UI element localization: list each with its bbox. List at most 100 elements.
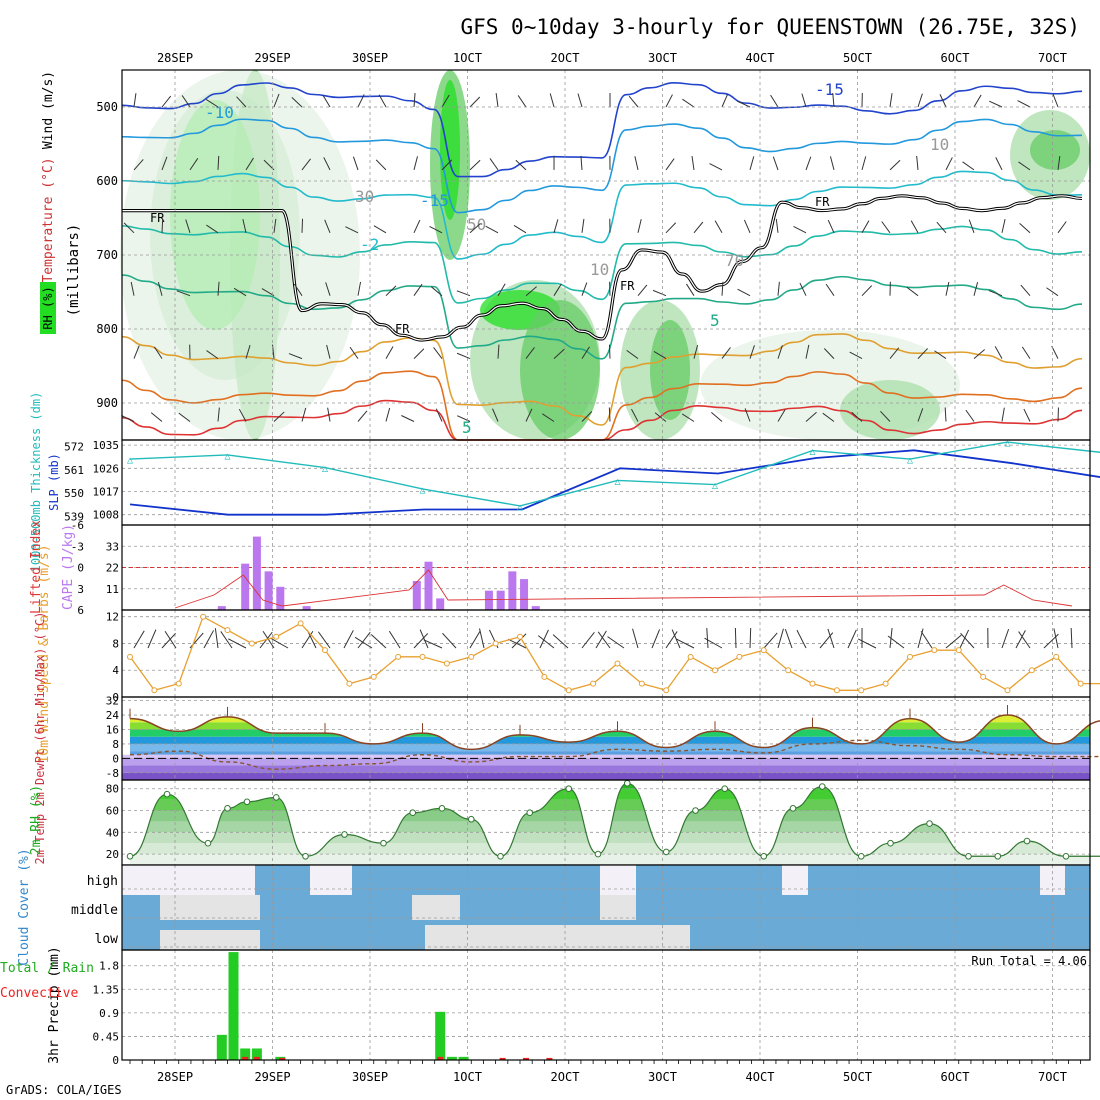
rh-point (126, 852, 134, 860)
wind-speed-point (273, 633, 280, 640)
wind-barb (492, 408, 499, 422)
wind-barb (962, 161, 975, 171)
rh2m-panel: 80 60 40 20 2m RH (%) (29, 779, 1100, 866)
wind-barb (413, 219, 421, 234)
cape-bar (217, 606, 226, 610)
wind-barb (214, 628, 219, 649)
lifted-label: Lifted Index (29, 520, 44, 614)
wind-barb (709, 163, 723, 171)
wind-speed-point (492, 640, 499, 647)
wind-barb (1046, 287, 1059, 297)
wind-barb (581, 411, 593, 422)
wind-speed-point (833, 687, 840, 694)
wind-barb (889, 159, 901, 171)
wind-barb (497, 283, 506, 296)
wind-barb (637, 219, 642, 233)
wind-barb (489, 158, 499, 171)
wind-barb (637, 284, 648, 297)
wind-barb (130, 281, 135, 296)
rh-point (692, 807, 699, 814)
wind-speed-point (760, 647, 767, 654)
wind-barb (721, 281, 724, 296)
top-date-label: 30SEP (352, 51, 388, 65)
top-date-label: 2OCT (551, 51, 580, 65)
wind-barb (164, 631, 177, 649)
panel-frame (121, 949, 1091, 1061)
wind-barb (651, 629, 661, 649)
wind-barb (887, 635, 905, 649)
wind-barb (228, 638, 247, 649)
slp-tick: 1008 (93, 509, 120, 522)
axes: 28SEP 29SEP 30SEP 1OCT 2OCT 3OCT 4OCT 5OCT 6OCT 7… (129, 1060, 1082, 1084)
wind-speed-point (224, 627, 231, 634)
wind-barb (1001, 407, 1005, 422)
wind-barb (1021, 346, 1031, 359)
slp-line (129, 449, 1100, 516)
wind-barb (262, 630, 275, 649)
cloud-gap (600, 895, 636, 920)
wind-barb (881, 221, 891, 234)
wind-barb (375, 159, 387, 171)
wind-barb (245, 345, 251, 359)
wind-barb (553, 283, 562, 296)
wind-barb (261, 288, 275, 297)
bottom-date-label: 3OCT (648, 1070, 677, 1084)
wind-barb (161, 632, 176, 649)
wind-barb (153, 346, 163, 359)
ytick-label: 700 (96, 248, 118, 262)
wind-barb (133, 159, 144, 171)
wind-barb (150, 412, 163, 422)
wind-barb (737, 100, 751, 108)
precip-conv-bar (242, 1056, 249, 1060)
bottom-date-label: 7OCT (1038, 1070, 1067, 1084)
slp-tick: 1026 (93, 462, 120, 475)
wind-barb (960, 632, 975, 649)
li-tick: -6 (71, 519, 84, 532)
legend-temperature: Temperature (°C) (41, 157, 56, 282)
wind-barb (634, 156, 639, 171)
wind-barb (920, 630, 933, 649)
precip-conv-bar (499, 1057, 506, 1060)
wind-barb (772, 156, 779, 171)
rh-band (130, 799, 1090, 811)
wind-barb (322, 94, 331, 108)
wind-barb (373, 225, 387, 234)
rh-tick: 60 (106, 805, 119, 818)
wind-barb (479, 628, 485, 649)
wind-barb (944, 407, 947, 422)
wind-barb (270, 637, 289, 649)
wind-barb (324, 219, 331, 233)
wind-barb (357, 281, 362, 296)
wind-barb (413, 348, 425, 359)
wind-barb (357, 410, 368, 422)
wind-barb (205, 99, 219, 108)
wind-barb (706, 628, 709, 649)
run-total-label: Run Total = 4.06 (971, 954, 1087, 968)
wind-barb (989, 100, 1003, 108)
wind-barb (665, 222, 677, 234)
wind-barb (675, 638, 695, 649)
wind-barb (777, 281, 780, 296)
wind-speed-point (443, 660, 450, 667)
wind-barb (693, 221, 704, 234)
wind-barb (580, 155, 583, 170)
bottom-date-label: 1OCT (453, 1070, 482, 1084)
wind-barb (945, 634, 962, 649)
cloud-gap (160, 895, 260, 920)
wind-barb (542, 413, 555, 422)
cape-bar (436, 598, 445, 610)
rh-point (409, 809, 417, 816)
wind-barb (857, 638, 877, 649)
thickness-tick: 561 (64, 464, 84, 477)
wind-barb (301, 158, 311, 171)
bottom-date-label: 6OCT (941, 1070, 970, 1084)
rh-point (623, 779, 631, 787)
thickness-marker: △ (322, 464, 328, 475)
wind-barb (1015, 630, 1026, 649)
temp-band (130, 729, 1090, 737)
temp-tick: 24 (106, 709, 120, 722)
dewpt-line (129, 739, 1100, 770)
wind-barb (693, 344, 699, 359)
wind-barb (691, 155, 695, 170)
bottom-date-label: 4OCT (746, 1070, 775, 1084)
